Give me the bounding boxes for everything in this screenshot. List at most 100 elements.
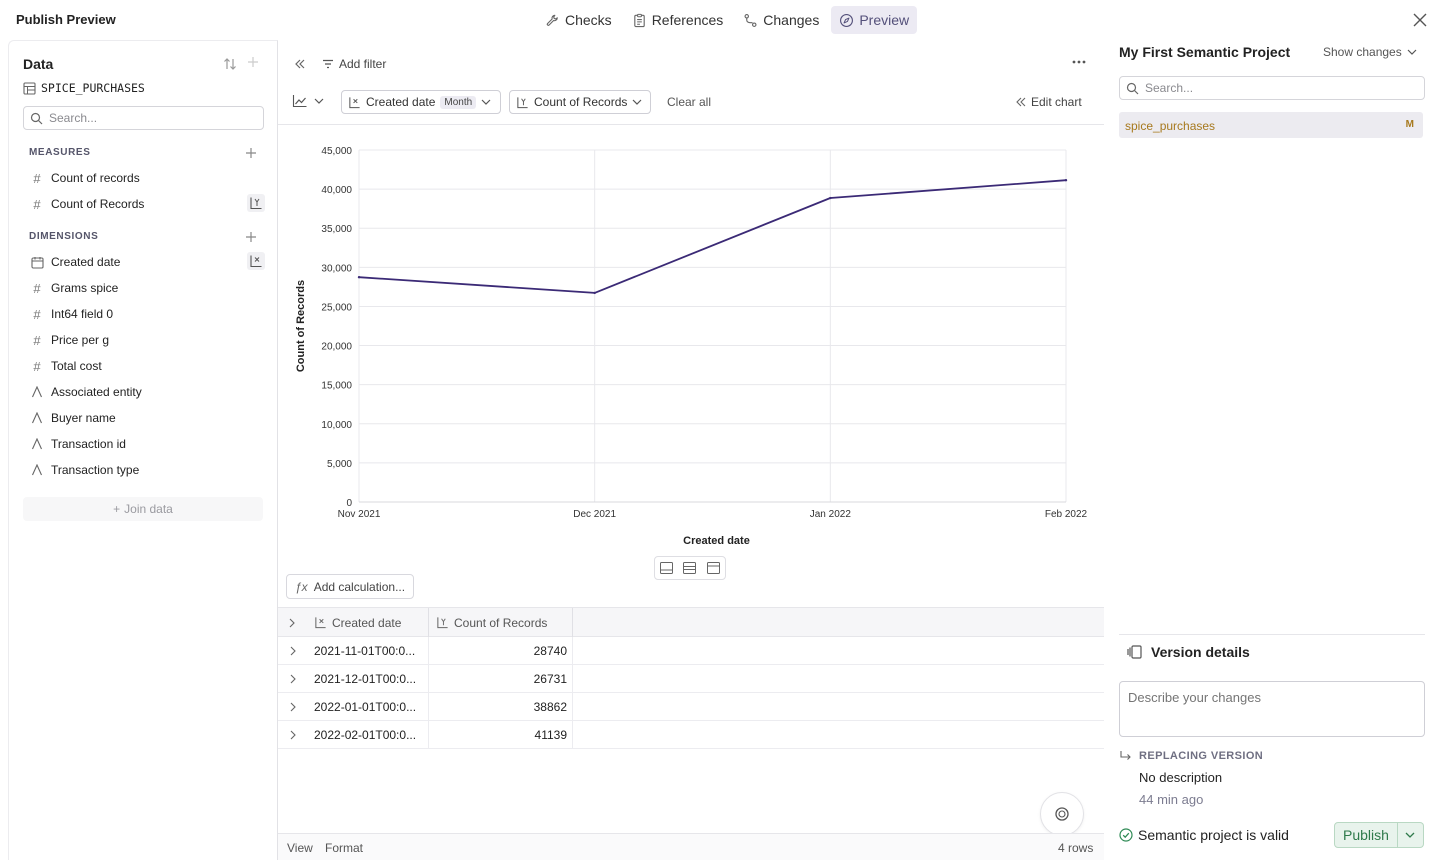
chart-config-bar: Created date Month Count of Records Clea… bbox=[278, 88, 1104, 125]
hash-icon: # bbox=[33, 280, 41, 296]
data-panel: Data SPICE_PURCHASES Search... MEASURES … bbox=[8, 40, 278, 860]
add-dimension-icon[interactable] bbox=[245, 231, 257, 243]
layout-top-icon[interactable] bbox=[706, 562, 720, 574]
chevron-right-icon[interactable] bbox=[290, 646, 296, 656]
y-tick-label: 45,000 bbox=[321, 146, 352, 157]
data-panel-title: Data bbox=[23, 56, 54, 72]
y-axis-field: Count of Records bbox=[534, 95, 628, 109]
describe-changes-input[interactable] bbox=[1119, 681, 1425, 737]
dimension-price-per-g[interactable]: # Price per g bbox=[29, 328, 265, 352]
hash-icon: # bbox=[33, 170, 41, 186]
cell-date: 2021-11-01T00:0... bbox=[314, 644, 416, 658]
layout-bottom-icon[interactable] bbox=[660, 562, 674, 574]
y-axis-pill[interactable]: Count of Records bbox=[509, 90, 651, 114]
tab-references[interactable]: References bbox=[624, 6, 732, 34]
model-item-spice-purchases[interactable]: spice_purchases M bbox=[1119, 112, 1423, 138]
publish-button[interactable]: Publish bbox=[1334, 822, 1398, 848]
cell-date: 2022-02-01T00:0... bbox=[314, 728, 417, 742]
tab-preview-label: Preview bbox=[859, 12, 910, 28]
show-changes-label: Show changes bbox=[1323, 45, 1402, 59]
table-row[interactable]: 2022-01-01T00:0... 38862 bbox=[278, 693, 1104, 721]
version-details-title: Version details bbox=[1151, 644, 1250, 660]
table-icon bbox=[23, 81, 36, 95]
y-tick-label: 40,000 bbox=[321, 185, 352, 196]
dimension-transaction-id[interactable]: Transaction id bbox=[29, 432, 265, 456]
top-bar: Publish Preview Checks References Change… bbox=[0, 0, 1441, 40]
tab-checks[interactable]: Checks bbox=[537, 6, 620, 34]
project-search-input[interactable]: Search... bbox=[1119, 76, 1425, 100]
add-filter-button[interactable]: Add filter bbox=[322, 57, 386, 71]
wrench-icon bbox=[545, 13, 560, 28]
chevron-right-icon[interactable] bbox=[290, 702, 296, 712]
measure-count-of-records-y[interactable]: # Count of Records bbox=[29, 192, 265, 216]
tab-changes[interactable]: Changes bbox=[735, 6, 827, 34]
field-search-placeholder: Search... bbox=[49, 111, 98, 125]
hash-icon: # bbox=[33, 332, 41, 348]
show-changes-dropdown[interactable]: Show changes bbox=[1323, 45, 1417, 59]
field-label: Transaction type bbox=[51, 463, 140, 477]
dimension-buyer-name[interactable]: Buyer name bbox=[29, 406, 265, 430]
publish-options-button[interactable] bbox=[1397, 822, 1424, 848]
y-tick-label: 25,000 bbox=[321, 302, 352, 313]
join-data-button[interactable]: + Join data bbox=[23, 497, 263, 521]
dataset-row[interactable]: SPICE_PURCHASES bbox=[23, 81, 145, 95]
edit-chart-button[interactable]: Edit chart bbox=[1016, 95, 1082, 109]
measure-count-of-records[interactable]: # Count of records bbox=[29, 166, 265, 190]
clear-all-button[interactable]: Clear all bbox=[667, 95, 712, 109]
dimension-total-cost[interactable]: # Total cost bbox=[29, 354, 265, 378]
chart-type-select[interactable] bbox=[292, 94, 324, 108]
x-axis-pill[interactable]: Created date Month bbox=[341, 90, 501, 114]
sort-icon[interactable] bbox=[222, 56, 238, 72]
column-count-of-records[interactable]: Count of Records bbox=[436, 608, 547, 637]
x-tick-label: Jan 2022 bbox=[810, 509, 852, 520]
chevron-right-icon[interactable] bbox=[290, 730, 296, 740]
project-panel: My First Semantic Project Show changes S… bbox=[1104, 40, 1441, 860]
field-label: Grams spice bbox=[51, 281, 119, 295]
corner-arrow-icon bbox=[1119, 750, 1133, 762]
help-button[interactable] bbox=[1040, 792, 1084, 836]
dataset-name: SPICE_PURCHASES bbox=[41, 81, 145, 95]
date-grain: Month bbox=[440, 95, 477, 109]
more-options-icon[interactable] bbox=[1072, 60, 1086, 64]
table-row[interactable]: 2022-02-01T00:0... 41139 bbox=[278, 721, 1104, 749]
column-created-date[interactable]: Created date bbox=[314, 608, 401, 637]
field-label: Count of Records bbox=[51, 197, 145, 211]
plus-icon: + bbox=[113, 502, 121, 516]
dimension-associated-entity[interactable]: Associated entity bbox=[29, 380, 265, 404]
layout-split-icon[interactable] bbox=[683, 562, 697, 574]
series-line bbox=[358, 179, 1067, 294]
tab-checks-label: Checks bbox=[565, 12, 612, 28]
dimension-grams-spice[interactable]: # Grams spice bbox=[29, 276, 265, 300]
tab-preview[interactable]: Preview bbox=[831, 6, 918, 34]
line-chart: 0 5,000 10,000 15,000 20,000 25,000 30,000 35,0… bbox=[278, 126, 1104, 566]
view-tab[interactable]: View bbox=[287, 841, 313, 855]
field-label: Associated entity bbox=[51, 385, 142, 399]
add-measure-icon[interactable] bbox=[245, 147, 257, 159]
chevron-right-icon[interactable] bbox=[290, 674, 296, 684]
expand-all-icon[interactable] bbox=[289, 608, 295, 637]
tab-references-label: References bbox=[651, 12, 724, 28]
line-chart-icon bbox=[292, 94, 308, 108]
app-title: Publish Preview bbox=[16, 12, 116, 27]
support-icon bbox=[1054, 806, 1070, 822]
y-tick-label: 35,000 bbox=[321, 224, 352, 235]
cell-count: 38862 bbox=[533, 700, 567, 714]
add-calculation-button[interactable]: ƒx Add calculation... bbox=[286, 574, 415, 599]
cell-date: 2022-01-01T00:0... bbox=[314, 700, 417, 714]
table-row[interactable]: 2021-12-01T00:0... 26731 bbox=[278, 665, 1104, 693]
close-icon[interactable] bbox=[1410, 10, 1430, 30]
field-search-input[interactable]: Search... bbox=[23, 106, 264, 130]
collapse-panel-icon[interactable] bbox=[294, 58, 306, 70]
format-tab[interactable]: Format bbox=[325, 841, 364, 855]
text-icon bbox=[29, 412, 45, 424]
search-icon bbox=[30, 112, 43, 125]
field-label: Buyer name bbox=[51, 411, 116, 425]
add-icon[interactable] bbox=[247, 56, 259, 68]
dimension-created-date[interactable]: Created date bbox=[29, 250, 265, 274]
project-title: My First Semantic Project bbox=[1119, 44, 1291, 60]
dimension-int64-field-0[interactable]: # Int64 field 0 bbox=[29, 302, 265, 326]
y-axis-title: Count of Records bbox=[295, 280, 307, 372]
field-label: Count of records bbox=[51, 171, 140, 185]
dimension-transaction-type[interactable]: Transaction type bbox=[29, 458, 265, 482]
table-row[interactable]: 2021-11-01T00:0... 28740 bbox=[278, 637, 1104, 665]
